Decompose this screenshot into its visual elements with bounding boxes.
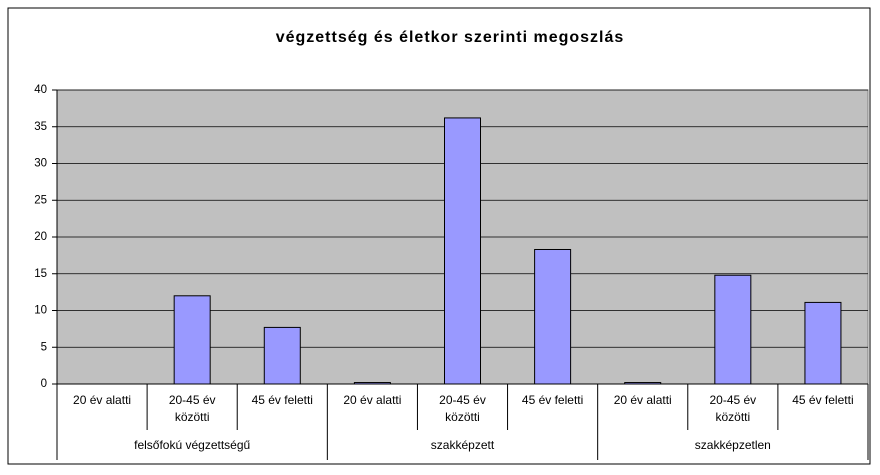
bar	[804, 301, 842, 385]
y-tick-label: 20	[34, 231, 47, 243]
y-tick-label: 30	[34, 158, 47, 170]
y-tick-label: 10	[34, 305, 47, 317]
x-tick-label: 20-45 év közötti	[709, 393, 757, 424]
y-tick-label: 35	[34, 121, 47, 133]
x-tick-label: 20-45 év közötti	[168, 393, 216, 424]
bar	[263, 326, 301, 385]
x-tick-label: 20 év alatti	[73, 393, 132, 407]
bar	[534, 248, 572, 385]
x-tick-label: 20 év alatti	[343, 393, 402, 407]
y-tick-label: 15	[34, 268, 47, 280]
x-tick-label: 20 év alatti	[613, 393, 672, 407]
x-tick-label: 45 év feletti	[792, 393, 854, 407]
y-tick-label: 40	[34, 84, 47, 96]
group-label: szakképzett	[430, 438, 495, 452]
y-tick-label: 5	[41, 341, 47, 353]
y-tick-label: 25	[34, 194, 47, 206]
bar	[444, 117, 481, 385]
group-label: felsőfokú végzettségű	[134, 438, 251, 452]
x-tick-label: 45 év feletti	[251, 393, 313, 407]
x-tick-label: 45 év feletti	[521, 393, 584, 407]
bar	[714, 274, 752, 385]
chart-title: végzettség és életkor szerinti megoszlás	[276, 29, 625, 46]
y-tick-label: 0	[41, 378, 47, 390]
bar	[173, 295, 211, 385]
x-tick-label: 20-45 év közötti	[439, 393, 486, 424]
group-label: szakképzetlen	[694, 438, 771, 452]
